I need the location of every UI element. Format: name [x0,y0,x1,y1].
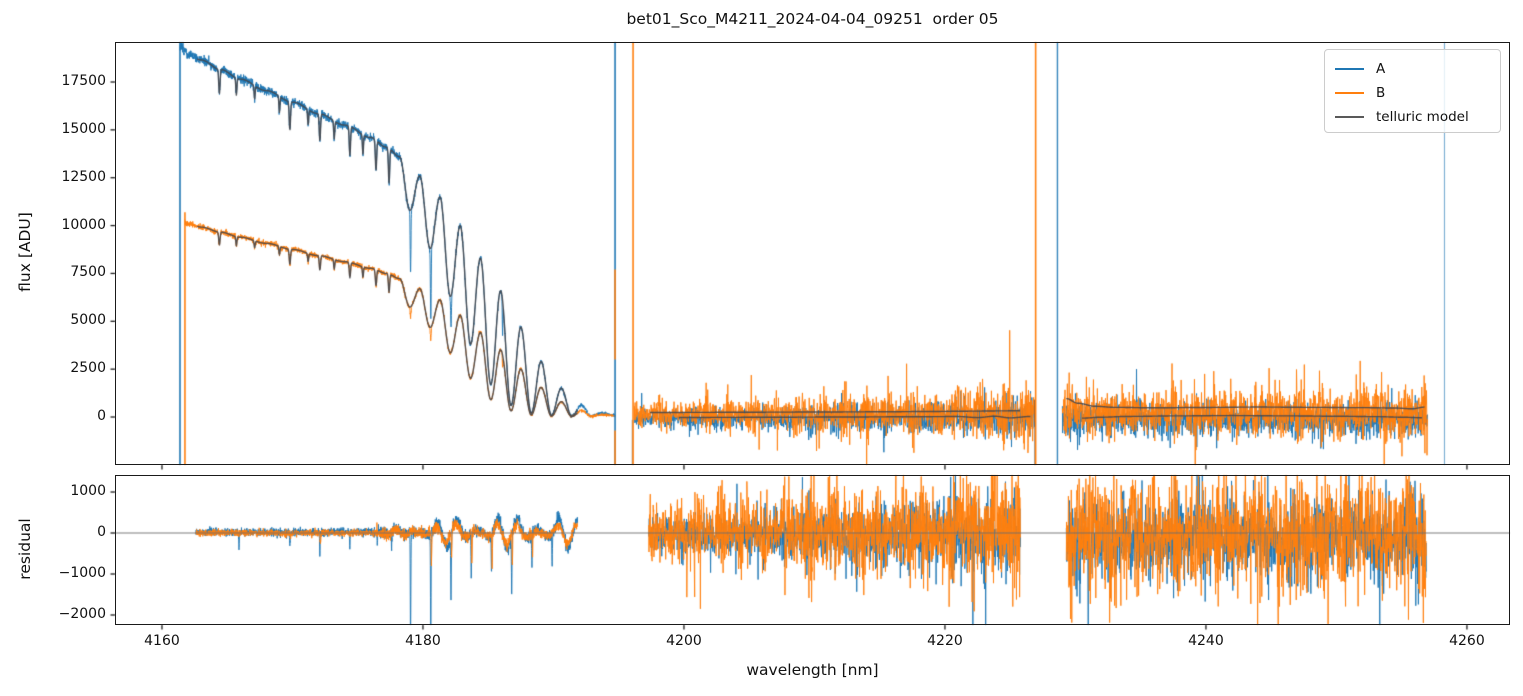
y-tick-label: 0 [97,408,106,424]
legend-line-sample [1335,68,1364,70]
legend-entry: telluric model [1335,105,1500,129]
y-tick-label: 1000 [70,483,106,499]
flux-axis-label: flux [ADU] [16,212,34,292]
legend-label: telluric model [1376,109,1469,125]
x-tick-label: 4260 [1449,633,1485,649]
legend-line-sample [1335,116,1364,118]
x-tick-label: 4180 [405,633,441,649]
legend-label: B [1376,85,1386,101]
legend-label: A [1376,61,1386,77]
x-tick-label: 4220 [927,633,963,649]
y-tick-label: −1000 [58,565,106,581]
wavelength-axis-label: wavelength [nm] [746,661,879,679]
legend-line-sample [1335,92,1364,94]
y-tick-label: 10000 [61,216,106,233]
y-tick-label: 5000 [70,312,106,329]
y-tick-label: 12500 [61,168,106,185]
legend-entry: B [1335,81,1500,105]
x-tick-label: 4240 [1188,633,1224,649]
y-tick-label: 7500 [70,264,106,281]
y-tick-label: 2500 [70,360,106,377]
legend-entry: A [1335,57,1500,81]
x-tick-label: 4160 [144,633,180,649]
y-tick-label: −2000 [58,605,106,622]
y-tick-label: 15000 [61,120,106,137]
plot-title: bet01_Sco_M4211_2024-04-04_09251 order 0… [626,10,999,28]
y-tick-label: 17500 [61,73,106,89]
x-tick-label: 4200 [666,633,702,649]
y-tick-label: 0 [97,524,106,540]
residual-axis-label: residual [16,518,34,580]
